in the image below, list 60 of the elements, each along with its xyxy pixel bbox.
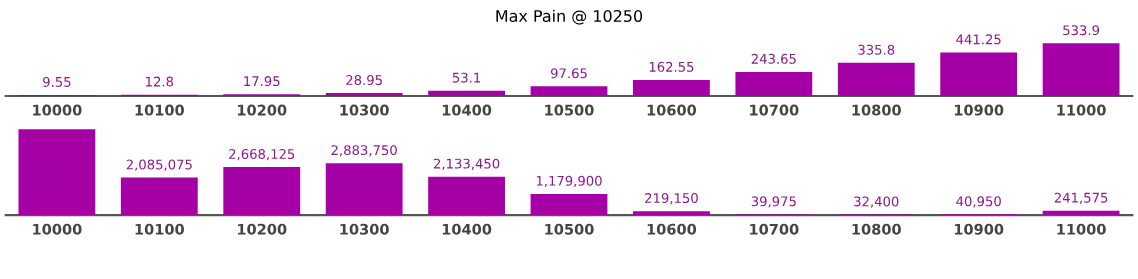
bar: [428, 90, 505, 96]
x-tick-label: 10400: [442, 223, 492, 235]
bar: [940, 52, 1018, 96]
bar: [1042, 210, 1120, 216]
x-tick-label: 11000: [1057, 104, 1106, 116]
x-tick-label: 10000: [33, 223, 82, 235]
data-label: 2,133,450: [433, 158, 500, 170]
x-tick-label: 10600: [647, 104, 697, 116]
data-label: 241,575: [1054, 192, 1108, 204]
data-label: 28.95: [346, 75, 382, 86]
bar: [325, 93, 403, 96]
x-tick-label: 10400: [442, 104, 492, 116]
data-label: 32,400: [854, 196, 899, 208]
x-tick-label: 10300: [340, 223, 389, 235]
data-label: 1,179,900: [536, 175, 602, 188]
data-label: 17.95: [244, 76, 280, 87]
data-label: 9.55: [43, 76, 71, 87]
x-tick-label: 10700: [750, 223, 799, 235]
x-tick-label: 10600: [647, 223, 697, 235]
data-label: 53.1: [452, 72, 481, 83]
x-tick-label: 10800: [852, 104, 901, 116]
x-tick-label: 10000: [33, 104, 82, 116]
bar: [120, 177, 198, 216]
bar: [633, 211, 710, 216]
bar: [530, 86, 608, 96]
x-tick-label: 10200: [238, 223, 287, 235]
bar: [837, 62, 915, 96]
data-label: 2,668,125: [229, 149, 295, 161]
x-tick-label: 10100: [135, 223, 184, 235]
bar: [223, 167, 301, 216]
data-label: 441.25: [956, 34, 1001, 45]
data-label: 2,085,075: [126, 159, 192, 171]
bar: [530, 193, 608, 216]
data-label: 533.9: [1063, 25, 1100, 36]
chart-title: Max Pain @ 10250: [496, 9, 643, 25]
x-tick-label: 10700: [750, 104, 799, 116]
data-label: 219,150: [645, 193, 698, 205]
data-label: 335.8: [858, 44, 895, 55]
bar: [325, 163, 403, 216]
x-tick-label: 11000: [1057, 223, 1106, 235]
bar: [735, 71, 813, 96]
bar: [428, 176, 505, 216]
x-tick-label: 10200: [238, 104, 287, 116]
x-tick-label: 10300: [340, 104, 389, 116]
data-label: 243.65: [751, 53, 796, 64]
bar: [18, 129, 96, 216]
x-tick-label: 10900: [954, 104, 1004, 116]
data-label: 2,883,750: [331, 145, 397, 157]
x-tick-label: 10500: [545, 223, 594, 235]
x-tick-label: 10900: [954, 223, 1004, 235]
data-label: 162.55: [649, 61, 694, 72]
x-tick-label: 10800: [852, 223, 901, 235]
data-label: 39,975: [751, 196, 796, 208]
bar: [633, 79, 710, 96]
bar: [1042, 43, 1120, 96]
data-label: 12.8: [146, 76, 174, 87]
x-tick-label: 10500: [545, 104, 594, 116]
x-tick-label: 10100: [135, 104, 184, 116]
data-label: 97.65: [550, 68, 587, 79]
data-label: 40,950: [956, 196, 1001, 208]
